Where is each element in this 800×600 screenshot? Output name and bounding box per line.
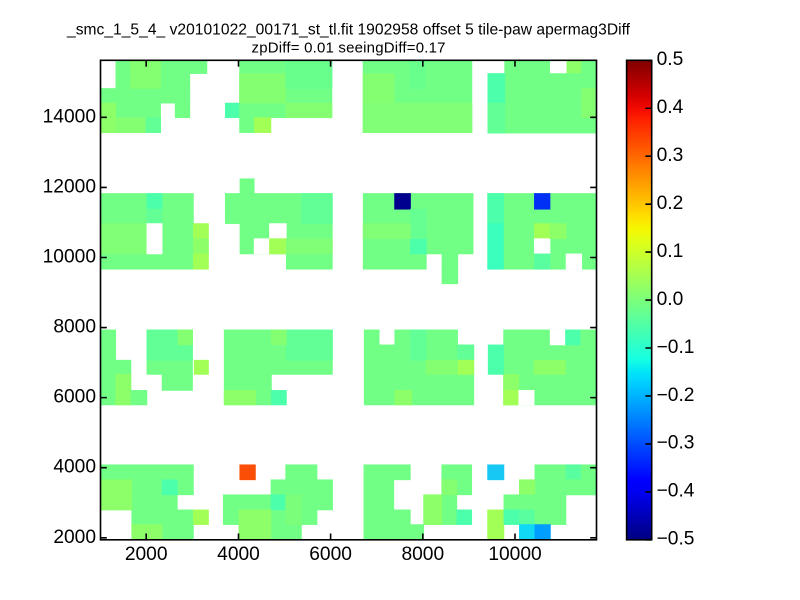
svg-text:0.3: 0.3 — [657, 145, 684, 166]
svg-text:14000: 14000 — [43, 106, 96, 127]
svg-text:0.4: 0.4 — [657, 97, 684, 118]
svg-text:−0.2: −0.2 — [657, 385, 695, 406]
svg-text:zpDiff= 0.01 seeingDiff=0.17: zpDiff= 0.01 seeingDiff=0.17 — [252, 40, 446, 57]
svg-text:0.2: 0.2 — [657, 193, 684, 214]
svg-text:12000: 12000 — [43, 176, 96, 197]
svg-text:8000: 8000 — [401, 544, 444, 565]
svg-text:0.0: 0.0 — [657, 289, 684, 310]
svg-text:8000: 8000 — [53, 317, 96, 338]
svg-text:0.1: 0.1 — [657, 241, 684, 262]
svg-text:2000: 2000 — [53, 527, 96, 548]
svg-text:6000: 6000 — [53, 387, 96, 408]
svg-text:−0.3: −0.3 — [657, 433, 695, 454]
svg-text:6000: 6000 — [309, 544, 352, 565]
svg-text:10000: 10000 — [43, 247, 96, 268]
svg-text:−0.1: −0.1 — [657, 337, 695, 358]
svg-text:4000: 4000 — [53, 457, 96, 478]
svg-text:−0.4: −0.4 — [657, 481, 695, 502]
svg-text:10000: 10000 — [488, 544, 541, 565]
svg-text:2000: 2000 — [125, 544, 168, 565]
svg-text:_smc_1_5_4_ v20101022_00171_st: _smc_1_5_4_ v20101022_00171_st_tl.fit 19… — [66, 21, 631, 38]
svg-text:4000: 4000 — [217, 544, 260, 565]
svg-text:−0.5: −0.5 — [657, 529, 695, 550]
svg-text:0.5: 0.5 — [657, 49, 684, 70]
